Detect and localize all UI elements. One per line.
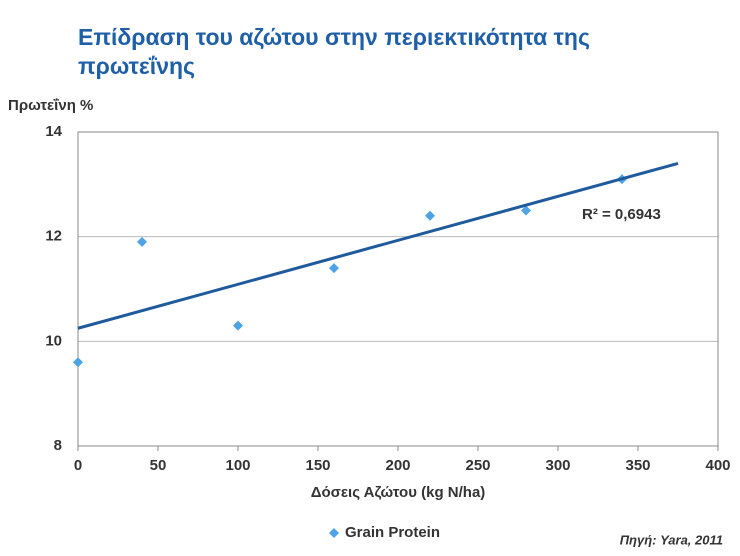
chart-title: Επίδραση του αζώτου στην περιεκτικότητα … xyxy=(78,24,590,50)
x-axis-label: Δόσεις Αζώτου (kg N/ha) xyxy=(311,484,486,501)
source-note: Πηγή: Yara, 2011 xyxy=(620,532,723,547)
x-tick-label: 50 xyxy=(150,457,167,474)
y-tick-label: 8 xyxy=(54,437,62,454)
x-tick-label: 250 xyxy=(465,457,490,474)
legend-label: Grain Protein xyxy=(345,524,440,541)
data-point xyxy=(521,205,531,216)
x-tick-label: 350 xyxy=(625,457,650,474)
legend-marker xyxy=(329,528,339,538)
y-tick-label: 12 xyxy=(45,228,62,245)
x-tick-label: 300 xyxy=(545,457,570,474)
x-tick-label: 0 xyxy=(74,457,82,474)
data-point xyxy=(233,320,243,331)
chart-title: πρωτεΐνης xyxy=(78,53,195,79)
y-tick-label: 10 xyxy=(45,332,62,349)
x-tick-label: 150 xyxy=(305,457,330,474)
x-tick-label: 200 xyxy=(385,457,410,474)
x-tick-label: 100 xyxy=(225,457,250,474)
trendline xyxy=(77,161,679,330)
y-tick-label: 14 xyxy=(45,123,62,140)
data-point xyxy=(137,236,147,247)
r-squared: R² = 0,6943 xyxy=(582,206,661,223)
x-tick-label: 400 xyxy=(705,457,730,474)
plot-border xyxy=(77,131,719,447)
data-point xyxy=(73,357,83,368)
y-axis-label: Πρωτεΐνη % xyxy=(8,97,93,114)
data-point xyxy=(425,210,435,221)
data-point xyxy=(329,263,339,274)
